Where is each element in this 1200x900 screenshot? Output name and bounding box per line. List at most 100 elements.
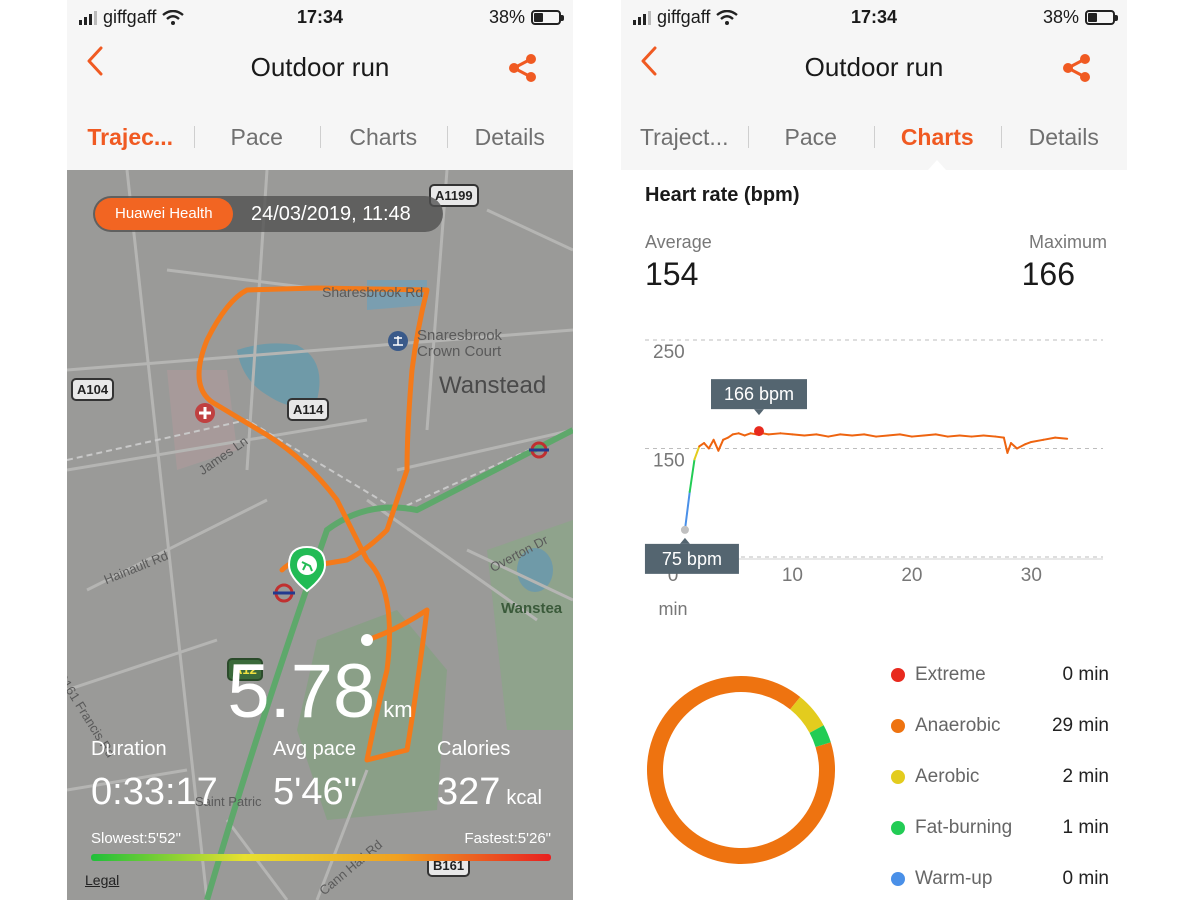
zone-name: Aerobic (915, 766, 980, 787)
tab-details[interactable]: Details (1000, 104, 1128, 170)
pace-value: 5'46" (273, 771, 358, 813)
hr-line-segment (731, 432, 740, 436)
carrier-name: giffgaff (657, 7, 711, 27)
route-end-marker (361, 634, 373, 646)
zone-color-dot (891, 821, 905, 835)
run-start-icon[interactable] (287, 545, 327, 593)
share-icon[interactable] (1061, 52, 1093, 84)
tube-station-icon (273, 583, 295, 603)
zone-duration: 0 min (1062, 664, 1109, 685)
hr-line-segment (1054, 436, 1069, 440)
clock: 17:34 (296, 7, 344, 27)
duration-value: 0:33:17 (91, 771, 218, 813)
hr-line-segment (1042, 436, 1057, 441)
hr-line-segment (1010, 442, 1018, 450)
x-tick-label: 10 (782, 565, 803, 586)
heart-rate-chart[interactable]: 150 250 0 10 20 30 min 166 bpm 75 bpm (621, 330, 1127, 630)
map-park-label: Wanstea (501, 600, 563, 617)
hr-line-segment (851, 433, 866, 437)
hr-line-segment (717, 438, 725, 452)
hr-line-segment (767, 432, 782, 436)
legal-link[interactable]: Legal (85, 872, 120, 888)
maximum-value: 166 (1021, 256, 1075, 292)
share-icon[interactable] (507, 52, 539, 84)
tab-charts[interactable]: Charts (320, 104, 447, 170)
duration-label: Duration (91, 738, 167, 760)
clock: 17:34 (850, 7, 898, 27)
map-place-label: Snaresbrook Crown Court (417, 327, 503, 360)
active-tab-pointer (928, 160, 946, 170)
hr-line-segment (779, 432, 794, 436)
hr-line-segment (1002, 436, 1009, 454)
pond (517, 548, 553, 592)
pace-label: Avg pace (273, 738, 357, 760)
battery: 38% (488, 7, 564, 28)
tab-charts[interactable]: Charts (874, 104, 1001, 170)
zone-row: Extreme 0 min (889, 664, 1119, 715)
court-icon (388, 331, 408, 351)
calories-stat: Calories 327 kcal (437, 738, 542, 814)
nav-bar: Outdoor run (621, 34, 1127, 104)
battery-icon (531, 10, 564, 25)
nav-bar: Outdoor run (67, 34, 573, 104)
distance-value: 5.78 (227, 649, 376, 734)
app-source-badge: Huawei Health (95, 198, 233, 230)
tab-pace[interactable]: Pace (747, 104, 875, 170)
zone-legend: Extreme 0 min Anaerobic 29 min Aerobic 2 min F… (889, 664, 1119, 900)
hr-line-segment (898, 433, 913, 438)
zone-row: Fat-burning 1 min (889, 817, 1119, 868)
zone-duration: 29 min (1051, 715, 1109, 736)
battery-percent: 38% (1042, 7, 1079, 27)
zone-row: Aerobic 2 min (889, 766, 1119, 817)
x-tick-label: 0 (668, 565, 679, 586)
hr-line-segment (982, 434, 997, 438)
back-chevron-icon[interactable] (81, 46, 111, 76)
pace-stat: Avg pace 5'46" (273, 738, 357, 814)
battery: 38% (1042, 7, 1118, 28)
max-tooltip-label: 166 bpm (724, 384, 794, 404)
zone-name: Fat-burning (915, 817, 1013, 838)
zone-name: Anaerobic (915, 715, 1001, 736)
zone-color-dot (891, 668, 905, 682)
trajectory-screen: giffgaff 17:34 38% Outdoor run Trajec...… (67, 0, 573, 900)
duration-stat: Duration 0:33:17 (91, 738, 218, 814)
average-label: Average (645, 232, 712, 252)
charts-content: Heart rate (bpm) Average 154 Maximum 166… (621, 170, 1127, 900)
hr-line-segment (1006, 442, 1013, 454)
carrier: giffgaff (633, 7, 739, 28)
pace-gradient-bar (91, 854, 551, 861)
battery-percent: 38% (488, 7, 525, 27)
zone-color-dot (891, 719, 905, 733)
hr-line-segment (693, 445, 701, 461)
hr-line-segment (703, 442, 710, 450)
signal-icon (79, 10, 97, 25)
zone-row: Warm-up 0 min (889, 868, 1119, 900)
tab-pace[interactable]: Pace (193, 104, 321, 170)
y-tick-label: 250 (653, 342, 685, 363)
tab-bar: Trajec... Pace Charts Details (67, 104, 573, 170)
distance-display: 5.78 km (67, 648, 573, 735)
zone-duration: 2 min (1062, 766, 1109, 787)
hr-line-segment (863, 433, 878, 438)
hr-line-segment (1016, 443, 1027, 450)
hr-line-segment (815, 433, 830, 438)
route-map[interactable]: Sharesbrook Rd Snaresbrook Crown Court W… (67, 170, 573, 900)
tab-trajectory[interactable]: Trajec... (87, 124, 174, 150)
zone-duration: 0 min (1062, 868, 1109, 889)
zone-color-dot (891, 872, 905, 886)
back-chevron-icon[interactable] (635, 46, 665, 76)
tab-details[interactable]: Details (446, 104, 574, 170)
map-canvas (67, 170, 573, 900)
hr-line-segment (839, 433, 854, 437)
pace-scale: Slowest:5'52" Fastest:5'26" (91, 830, 551, 847)
hr-line-segment (922, 433, 937, 437)
tab-trajectory[interactable]: Traject... (639, 124, 729, 150)
donut-slice-fat-burning (809, 725, 831, 748)
road-badge: A12 (227, 658, 263, 681)
page-title: Outdoor run (250, 52, 390, 82)
hr-line-segment (761, 432, 770, 436)
tube-station-icon (529, 441, 549, 459)
road-badge: A114 (287, 398, 330, 421)
max-point-marker (754, 426, 764, 437)
max-tooltip (711, 379, 807, 410)
